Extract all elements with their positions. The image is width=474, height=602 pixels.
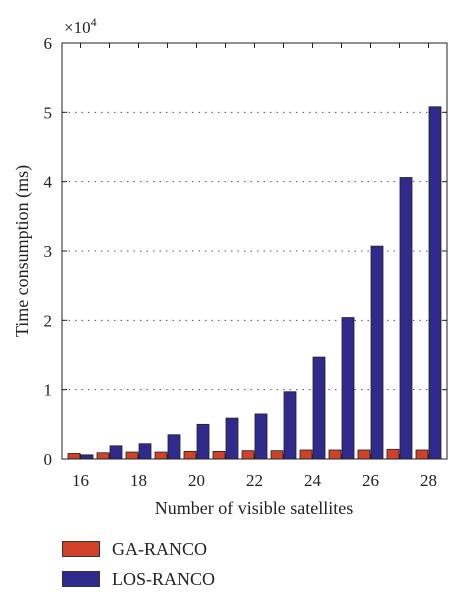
y-tick-label: 1 [44,381,53,400]
y-tick-label: 2 [44,311,53,330]
bar-los-ranco-17 [109,445,123,460]
y-tick-label: 3 [44,242,53,261]
x-axis-label: Number of visible satellites [155,498,353,518]
x-tick-label: 26 [362,471,379,490]
bar-los-ranco-24 [312,356,326,460]
bar-los-ranco-28 [428,106,442,460]
y-tick-label: 6 [44,34,53,53]
x-tick-label: 28 [420,471,437,490]
bar-ga-ranco-17 [96,452,110,460]
bar-ga-ranco-22 [241,450,255,460]
legend-item-los-ranco: LOS-RANCO [62,566,215,592]
legend: GA-RANCO LOS-RANCO [62,536,215,596]
y-axis-label: Time consumption (ms) [12,165,33,337]
x-tick-label: 16 [72,471,89,490]
bar-los-ranco-19 [167,434,181,460]
bar-los-ranco-20 [196,423,210,460]
bar-ga-ranco-23 [270,450,284,460]
legend-label-ga-ranco: GA-RANCO [112,538,208,559]
grid-lines [62,111,447,391]
x-tick-label: 18 [130,471,147,490]
y-tick-label: 5 [44,103,53,122]
bar-los-ranco-18 [138,443,152,460]
bar-ga-ranco-24 [299,449,313,460]
y-multiplier: ×104 [64,15,97,37]
bar-los-ranco-22 [254,413,268,460]
bars [67,106,442,460]
bar-ga-ranco-19 [154,451,168,460]
bar-ga-ranco-21 [212,450,226,460]
x-tick-label: 20 [188,471,205,490]
y-multiplier-base: ×10 [64,18,91,37]
bar-ga-ranco-18 [125,451,139,460]
legend-label-los-ranco: LOS-RANCO [112,568,216,589]
y-multiplier-exponent: 4 [91,15,97,29]
x-tick-label: 22 [246,471,263,490]
bar-ga-ranco-16 [67,453,81,460]
y-tick-label: 4 [44,173,53,192]
bar-los-ranco-16 [80,454,94,460]
bar-los-ranco-25 [341,317,355,460]
bar-los-ranco-23 [283,391,297,460]
plot-frame [61,42,448,460]
bar-ga-ranco-25 [328,449,342,460]
y-tick-label: 0 [44,450,53,469]
bar-ga-ranco-20 [183,450,197,460]
legend-swatch-los-ranco [62,571,100,587]
bar-los-ranco-27 [399,177,413,460]
legend-swatch-ga-ranco [62,541,100,557]
legend-item-ga-ranco: GA-RANCO [62,536,215,562]
bar-ga-ranco-26 [357,449,371,460]
bar-los-ranco-26 [370,245,384,460]
bar-los-ranco-21 [225,417,239,460]
bar-ga-ranco-28 [415,449,429,460]
ticks: 0 1 2 3 4 5 6 16 18 20 22 24 26 28 [44,34,447,490]
bar-ga-ranco-27 [386,448,400,460]
x-tick-label: 24 [304,471,322,490]
